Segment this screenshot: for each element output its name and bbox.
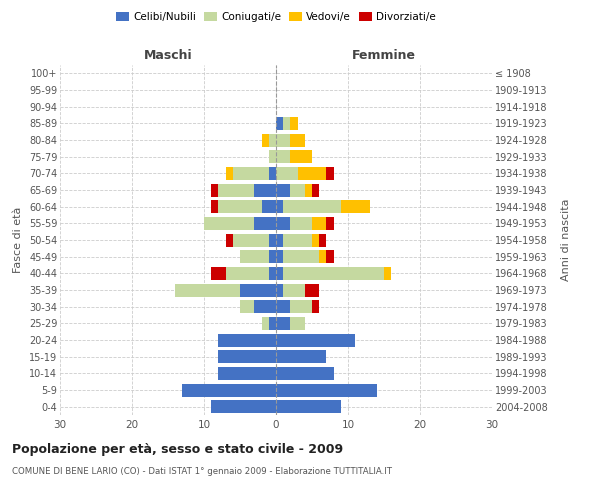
Text: COMUNE DI BENE LARIO (CO) - Dati ISTAT 1° gennaio 2009 - Elaborazione TUTTITALIA: COMUNE DI BENE LARIO (CO) - Dati ISTAT 1… (12, 468, 392, 476)
Bar (276, 250, 283, 263)
Bar (276, 334, 355, 346)
Bar (283, 250, 319, 263)
Bar (298, 167, 326, 180)
Bar (226, 167, 233, 180)
Bar (276, 150, 290, 163)
Bar (254, 217, 276, 230)
Bar (326, 217, 334, 230)
Bar (276, 350, 326, 363)
Bar (283, 267, 384, 280)
Legend: Celibi/Nubili, Coniugati/e, Vedovi/e, Divorziati/e: Celibi/Nubili, Coniugati/e, Vedovi/e, Di… (112, 8, 440, 26)
Bar (283, 200, 341, 213)
Bar (384, 267, 391, 280)
Bar (218, 334, 276, 346)
Bar (276, 367, 334, 380)
Bar (218, 367, 276, 380)
Bar (305, 284, 319, 296)
Bar (218, 200, 262, 213)
Bar (211, 267, 226, 280)
Bar (276, 117, 283, 130)
Bar (240, 300, 254, 313)
Bar (290, 300, 312, 313)
Bar (269, 134, 276, 146)
Bar (204, 217, 254, 230)
Bar (290, 134, 305, 146)
Bar (276, 317, 290, 330)
Bar (312, 184, 319, 196)
Bar (283, 234, 312, 246)
Bar (218, 184, 254, 196)
Bar (276, 267, 283, 280)
Bar (276, 167, 298, 180)
Bar (276, 184, 290, 196)
Y-axis label: Anni di nascita: Anni di nascita (562, 198, 571, 281)
Bar (312, 217, 326, 230)
Bar (276, 200, 283, 213)
Bar (319, 234, 326, 246)
Bar (319, 250, 326, 263)
Bar (182, 384, 276, 396)
Bar (276, 384, 377, 396)
Bar (226, 267, 269, 280)
Bar (290, 184, 305, 196)
Bar (326, 167, 334, 180)
Y-axis label: Fasce di età: Fasce di età (13, 207, 23, 273)
Bar (276, 134, 290, 146)
Bar (262, 134, 269, 146)
Bar (312, 234, 319, 246)
Bar (211, 400, 276, 413)
Bar (211, 184, 218, 196)
Bar (312, 300, 319, 313)
Bar (290, 217, 312, 230)
Bar (276, 234, 283, 246)
Bar (290, 117, 298, 130)
Bar (290, 150, 312, 163)
Bar (283, 117, 290, 130)
Bar (276, 300, 290, 313)
Bar (211, 200, 218, 213)
Bar (326, 250, 334, 263)
Text: Maschi: Maschi (143, 48, 193, 62)
Bar (233, 167, 269, 180)
Bar (276, 284, 283, 296)
Bar (218, 350, 276, 363)
Bar (341, 200, 370, 213)
Bar (262, 200, 276, 213)
Bar (269, 267, 276, 280)
Bar (262, 317, 269, 330)
Bar (269, 150, 276, 163)
Bar (254, 184, 276, 196)
Bar (276, 400, 341, 413)
Bar (290, 317, 305, 330)
Bar (305, 184, 312, 196)
Bar (254, 300, 276, 313)
Bar (276, 217, 290, 230)
Bar (233, 234, 269, 246)
Bar (175, 284, 240, 296)
Bar (269, 167, 276, 180)
Text: Popolazione per età, sesso e stato civile - 2009: Popolazione per età, sesso e stato civil… (12, 442, 343, 456)
Text: Femmine: Femmine (352, 48, 416, 62)
Bar (269, 250, 276, 263)
Bar (269, 234, 276, 246)
Bar (240, 250, 269, 263)
Bar (283, 284, 305, 296)
Bar (240, 284, 276, 296)
Bar (226, 234, 233, 246)
Bar (269, 317, 276, 330)
